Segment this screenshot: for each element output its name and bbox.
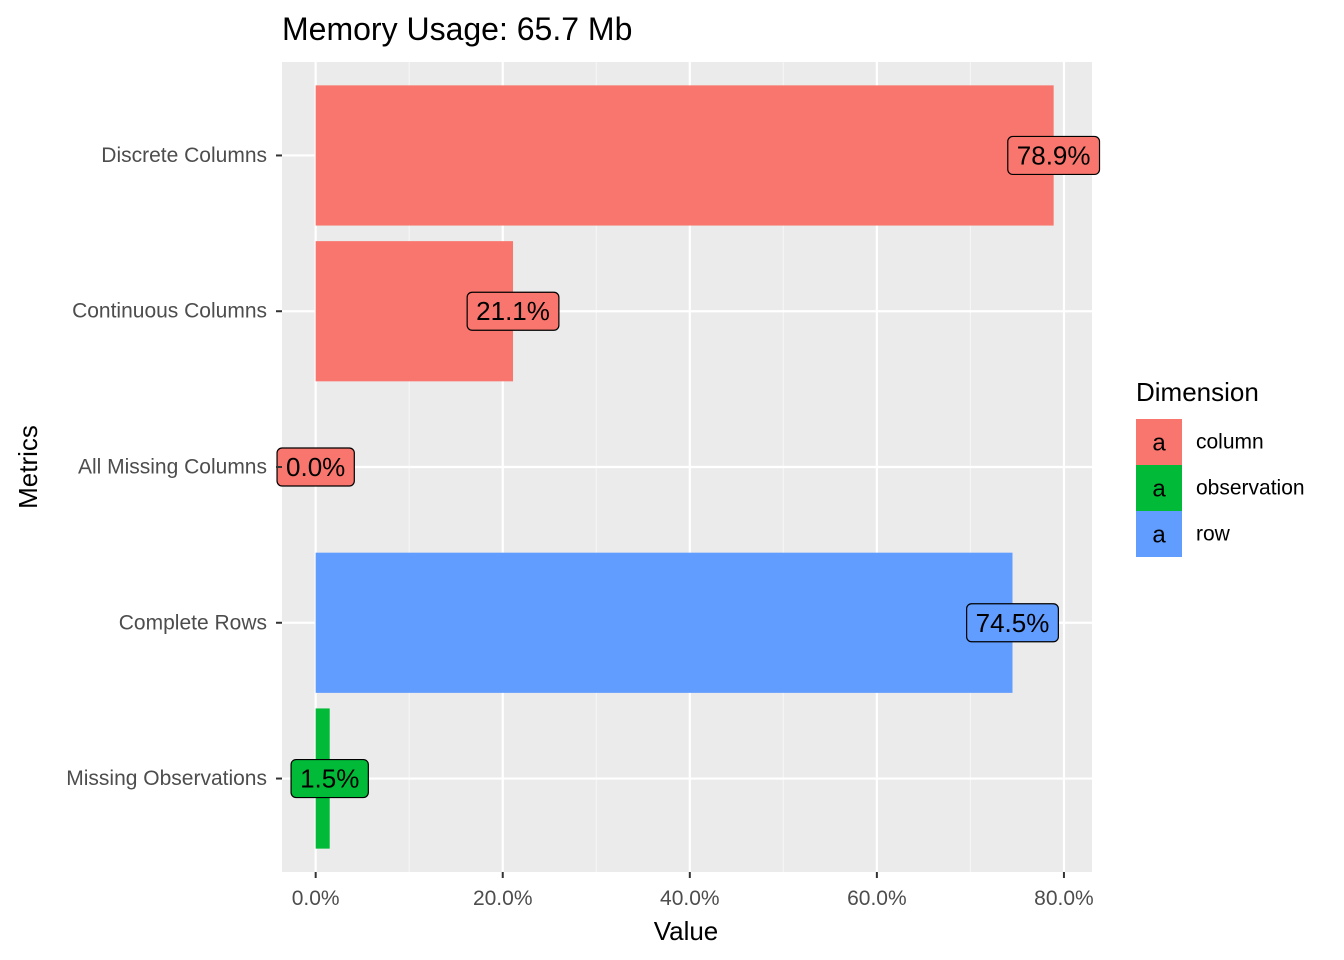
data-label-group: 0.0% (276, 447, 355, 487)
legend-item: a column (1136, 419, 1264, 465)
data-label-box (290, 758, 369, 799)
data-label-box (466, 291, 560, 331)
legend-key-glyph: a (1152, 430, 1166, 457)
x-axis-title: Value (654, 916, 719, 946)
legend-title: Dimension (1136, 377, 1259, 407)
legend-label: column (1196, 431, 1264, 454)
y-tick-label: Missing Observations (66, 767, 267, 790)
legend-item: a row (1136, 511, 1231, 557)
legend-key (1136, 511, 1182, 557)
data-label-group: 1.5% (290, 758, 369, 799)
bar (315, 552, 1013, 693)
data-label-group: 21.1% (466, 291, 560, 331)
data-label: 0.0% (286, 452, 345, 482)
x-tick-label: 0.0% (292, 887, 340, 910)
legend: Dimension a column a observation a row (1136, 377, 1305, 557)
legend-label: observation (1196, 477, 1305, 500)
data-label: 1.5% (300, 764, 359, 794)
x-tick-label: 20.0% (473, 887, 533, 910)
data-label: 74.5% (976, 608, 1050, 638)
legend-key (1136, 419, 1182, 465)
x-axis: 0.0% 20.0% 40.0% 60.0% 80.0% (292, 872, 1094, 910)
x-tick-label: 80.0% (1034, 887, 1094, 910)
legend-key-glyph: a (1152, 476, 1166, 503)
data-label-box (1007, 135, 1101, 176)
legend-item: a observation (1136, 465, 1305, 511)
data-label: 21.1% (476, 296, 550, 326)
y-tick-label: Complete Rows (119, 611, 267, 634)
legend-label: row (1196, 523, 1231, 546)
y-tick-label: Continuous Columns (72, 300, 267, 323)
y-tick-label: All Missing Columns (78, 456, 267, 479)
data-label-box (966, 603, 1059, 643)
x-tick-label: 40.0% (660, 887, 720, 910)
data-label: 78.9% (1017, 140, 1091, 170)
legend-key-glyph: a (1152, 522, 1166, 549)
y-axis: Discrete Columns Continuous Columns All Mi… (66, 144, 282, 790)
y-axis-title: Metrics (13, 425, 43, 509)
x-tick-label: 60.0% (847, 887, 907, 910)
y-tick-label: Discrete Columns (101, 144, 267, 167)
bar (315, 85, 1054, 226)
legend-key (1136, 465, 1182, 511)
data-label-group: 74.5% (966, 603, 1059, 643)
data-labels: 78.9% 21.1% 0.0% 74.5% 1.5% (276, 135, 1101, 799)
data-label-group: 78.9% (1007, 135, 1101, 176)
bars (315, 85, 1054, 849)
chart-title: Memory Usage: 65.7 Mb (282, 11, 632, 47)
